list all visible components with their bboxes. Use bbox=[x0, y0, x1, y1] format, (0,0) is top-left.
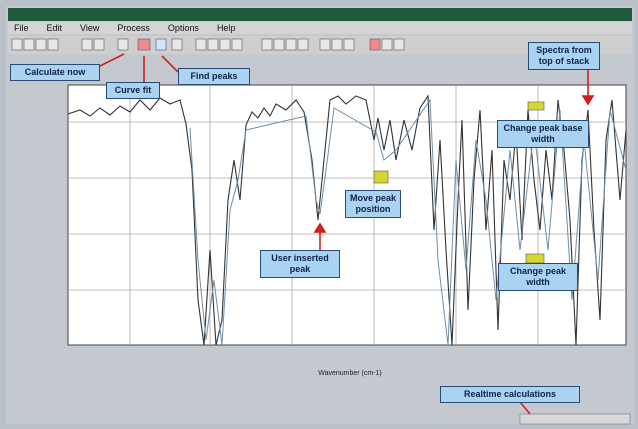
button[interactable] bbox=[172, 39, 182, 50]
button[interactable] bbox=[36, 39, 46, 50]
callout: User inserted peak bbox=[260, 250, 340, 278]
find-peaks-button[interactable] bbox=[156, 39, 166, 50]
callout: Move peak position bbox=[345, 190, 401, 218]
callout: Calculate now bbox=[10, 64, 100, 81]
calculate-button[interactable] bbox=[118, 39, 128, 50]
callout: Curve fit bbox=[106, 82, 160, 99]
button[interactable] bbox=[286, 39, 296, 50]
button[interactable] bbox=[48, 39, 58, 50]
button[interactable] bbox=[208, 39, 218, 50]
button[interactable] bbox=[24, 39, 34, 50]
menu-item[interactable]: View bbox=[80, 23, 100, 33]
button[interactable] bbox=[370, 39, 380, 50]
curve-fit-button[interactable] bbox=[138, 39, 150, 50]
peak-handle[interactable] bbox=[374, 171, 388, 183]
menu-item[interactable]: Help bbox=[217, 23, 236, 33]
button[interactable] bbox=[94, 39, 104, 50]
callout: Change peak base width bbox=[497, 120, 589, 148]
title-bar bbox=[8, 8, 632, 21]
button[interactable] bbox=[232, 39, 242, 50]
menu-item[interactable]: File bbox=[14, 23, 29, 33]
button[interactable] bbox=[262, 39, 272, 50]
menu-bar bbox=[8, 22, 632, 34]
peak-handle[interactable] bbox=[526, 254, 544, 263]
callout: Find peaks bbox=[178, 68, 250, 85]
button[interactable] bbox=[298, 39, 308, 50]
button[interactable] bbox=[220, 39, 230, 50]
callout: Realtime calculations bbox=[440, 386, 580, 403]
callout: Spectra from top of stack bbox=[528, 42, 600, 70]
menu-item[interactable]: Process bbox=[117, 23, 150, 33]
callout: Change peak width bbox=[498, 263, 578, 291]
button[interactable] bbox=[196, 39, 206, 50]
menu-item[interactable]: Edit bbox=[47, 23, 63, 33]
button[interactable] bbox=[344, 39, 354, 50]
button[interactable] bbox=[82, 39, 92, 50]
button[interactable] bbox=[382, 39, 392, 50]
button[interactable] bbox=[394, 39, 404, 50]
x-axis-label: Wavenumber (cm-1) bbox=[318, 370, 382, 377]
button[interactable] bbox=[274, 39, 284, 50]
button[interactable] bbox=[12, 39, 22, 50]
button[interactable] bbox=[332, 39, 342, 50]
button[interactable] bbox=[320, 39, 330, 50]
status-box bbox=[520, 414, 630, 424]
peak-handle[interactable] bbox=[528, 102, 544, 110]
menu-item[interactable]: Options bbox=[168, 23, 200, 33]
screenshot: File Edit View Process Options Help bbox=[0, 0, 638, 429]
